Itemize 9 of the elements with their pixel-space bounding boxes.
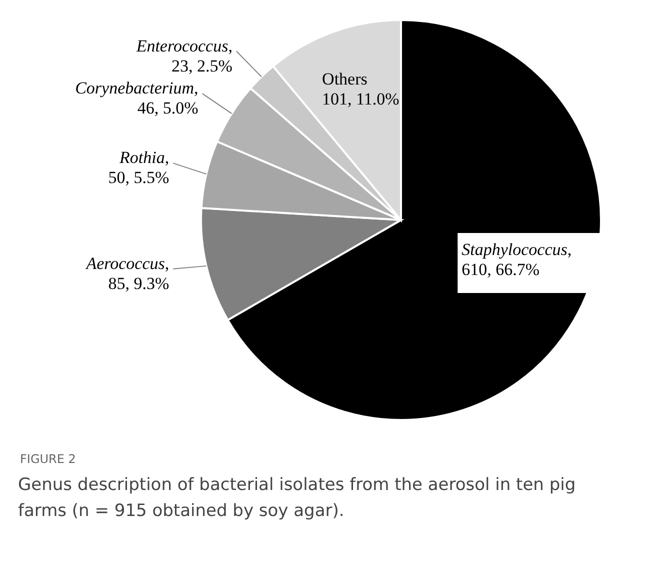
slice-label: Others [322,70,368,89]
slice-label: Enterococcus [135,36,229,56]
caption: FIGURE 2 [20,452,76,466]
slice-label: Rothia [118,148,165,168]
text: Genus description of bacterial isolates from the aerosol in ten pig farms (n = 915 obtained by soy agar). [18,474,577,523]
slice-label: Aerococcus [85,254,166,273]
data-label: 101, 11.0% [322,90,400,109]
slice-label: Staphylococcus [462,240,568,259]
slice-label: Corynebacterium [75,78,194,98]
